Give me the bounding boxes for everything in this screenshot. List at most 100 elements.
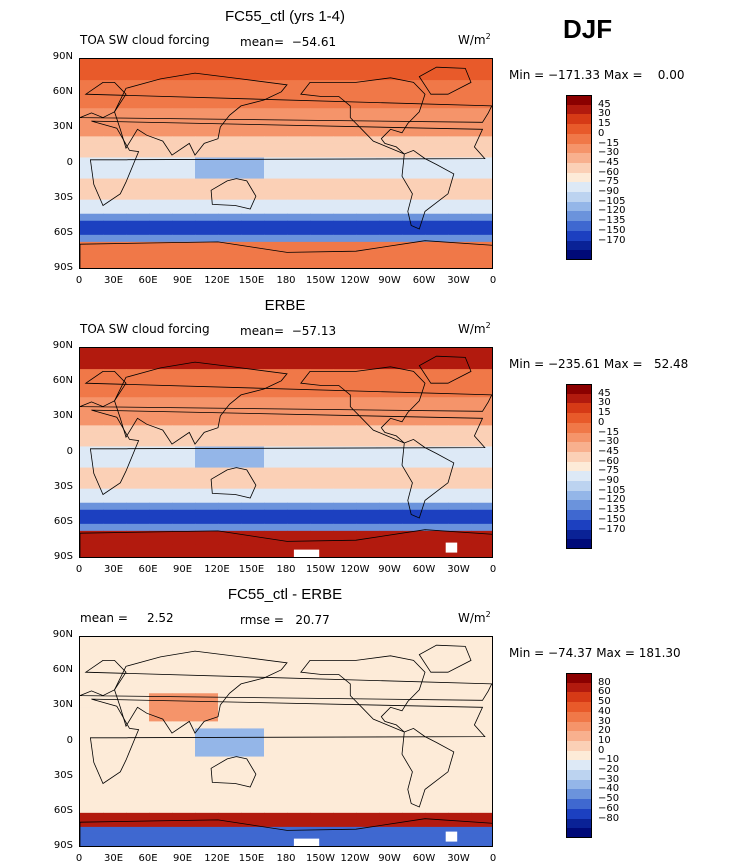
map-field-svg: [80, 637, 492, 846]
field-cell: [149, 369, 173, 377]
field-cell: [287, 770, 311, 779]
field-cell: [379, 672, 403, 680]
field-cell: [218, 171, 242, 180]
field-cell: [310, 348, 334, 356]
field-cell: [172, 376, 196, 384]
field-cell: [80, 665, 104, 673]
field-cell: [471, 425, 492, 433]
field-cell: [264, 185, 288, 194]
field-cell: [287, 213, 311, 222]
field-cell: [379, 537, 403, 546]
field-cell: [80, 812, 104, 821]
colorbar-tick-label: 50: [598, 696, 611, 708]
x-tick-label: 120E: [204, 853, 230, 864]
field-cell: [287, 439, 311, 447]
x-tick-label: 150E: [238, 564, 265, 575]
field-cell: [310, 248, 334, 257]
field-cell: [103, 763, 127, 772]
field-cell: [379, 749, 403, 758]
field-cell: [333, 446, 357, 454]
field-cell: [264, 220, 288, 229]
field-cell: [310, 185, 334, 194]
field-cell: [448, 537, 472, 546]
field-cell: [310, 362, 334, 370]
field-cell: [402, 530, 426, 539]
field-cell: [264, 164, 288, 173]
field-cell: [80, 474, 104, 483]
field-cell: [126, 509, 150, 518]
colorbar-tick-label: −50: [598, 793, 620, 805]
field-cell: [172, 474, 196, 483]
field-cell: [126, 537, 150, 546]
field-cell: [264, 362, 288, 370]
field-cell: [379, 481, 403, 490]
field-cell: [264, 714, 288, 722]
field-cell: [402, 390, 426, 398]
field-cell: [448, 502, 472, 511]
field-cell: [333, 665, 357, 673]
colorbar-tick-label: −90: [598, 186, 620, 197]
field-cell: [103, 453, 127, 462]
field-cell: [241, 376, 265, 384]
field-cell: [425, 418, 449, 426]
field-cell: [287, 192, 311, 201]
field-cell: [333, 171, 357, 180]
field-cell: [425, 171, 449, 180]
field-cell: [402, 686, 426, 694]
field-cell: [287, 446, 311, 454]
field-cell: [402, 812, 426, 821]
field-cell: [218, 418, 242, 426]
x-tick-label: 60W: [412, 564, 436, 575]
field-cell: [103, 248, 127, 257]
field-cell: [80, 432, 104, 440]
field-cell: [425, 488, 449, 497]
field-cell: [379, 637, 403, 645]
field-cell: [287, 101, 311, 109]
field-cell: [80, 530, 104, 539]
colorbar-tick-label: −30: [598, 147, 620, 159]
field-cell: [195, 516, 219, 525]
field-cell: [425, 551, 449, 557]
field-cell: [402, 742, 426, 751]
field-cell: [310, 467, 334, 476]
field-cell: [448, 446, 472, 454]
coastline: [401, 149, 455, 230]
field-cell: [241, 721, 265, 729]
panel-title: FC55_ctl (yrs 1-4): [224, 8, 346, 25]
field-cell: [195, 199, 219, 208]
field-cell: [172, 66, 196, 74]
coastline: [210, 467, 257, 499]
field-cell: [126, 143, 150, 151]
field-cell: [287, 516, 311, 525]
field-cell: [103, 467, 127, 476]
field-cell: [379, 227, 403, 236]
field-cell: [126, 213, 150, 222]
colorbar-tick-label: 80: [598, 676, 611, 688]
field-cell: [172, 819, 196, 828]
field-cell: [425, 143, 449, 151]
field-cell: [471, 728, 492, 736]
units-base: W/m: [458, 33, 486, 47]
field-cell: [264, 94, 288, 102]
field-cell: [287, 376, 311, 384]
field-cell: [126, 700, 150, 708]
field-cell: [425, 481, 449, 490]
field-cell: [172, 805, 196, 814]
field-cell: [195, 101, 219, 109]
field-cell: [149, 798, 173, 807]
field-cell: [471, 749, 492, 758]
field-cell: [379, 714, 403, 722]
field-cell: [264, 192, 288, 201]
field-cell: [379, 791, 403, 800]
field-cell: [402, 150, 426, 158]
field-cell: [471, 686, 492, 694]
x-tick-label: 90E: [172, 564, 193, 575]
field-cell: [195, 495, 219, 504]
field-cell: [103, 199, 127, 208]
field-cell: [333, 840, 357, 846]
field-cell: [287, 383, 311, 391]
coastline: [80, 659, 492, 701]
colorbar-swatch: [566, 124, 592, 135]
field-cell: [241, 735, 265, 743]
field-cell: [149, 833, 173, 842]
